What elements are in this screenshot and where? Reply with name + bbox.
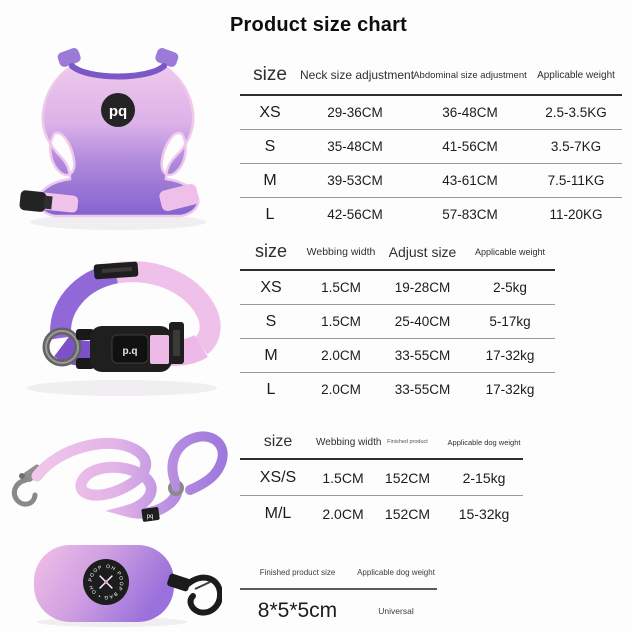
table-cell: 17-32kg [485, 348, 535, 363]
harness-right-strap [159, 183, 199, 211]
table-cell: 1.5CM [321, 280, 361, 295]
table-cell: 25-40CM [394, 314, 451, 329]
size-cell: XS/S [259, 468, 297, 486]
table-cell: 2.5-3.5KG [545, 105, 607, 120]
column-header-weight: Applicable weight [474, 246, 546, 257]
table-row: M 39-53CM 43-61CM 7.5-11KG [240, 164, 622, 198]
column-header-webbing: Webbing width [316, 436, 382, 448]
carabiner-clip-icon [167, 573, 222, 616]
table-row: XS 1.5CM 19-28CM 2-5kg [240, 271, 555, 305]
table-cell: 43-61CM [442, 173, 498, 188]
table-row: 8*5*5cm Universal [240, 590, 437, 632]
table-cell: 42-56CM [327, 207, 383, 222]
column-header-neck: Neck size adjustment [300, 68, 415, 82]
table-cell: 2.0CM [322, 505, 364, 522]
table-cell: 15-32kg [458, 505, 510, 522]
collar-size-table: size Webbing width Adjust size Applicabl… [240, 234, 555, 406]
column-header-finished-product: Finished product [387, 439, 428, 445]
leash-handle [167, 431, 228, 495]
table-row: L 2.0CM 33-55CM 17-32kg [240, 373, 555, 406]
leash-strap [31, 437, 183, 519]
size-cell: S [264, 137, 276, 155]
column-header-abdominal: Abdominal size adjustment [413, 69, 527, 81]
table-cell: 39-53CM [327, 173, 383, 188]
size-cell: L [266, 380, 276, 398]
size-cell: XS [259, 103, 281, 121]
table-cell: 8*5*5cm [257, 599, 338, 622]
table-cell: Universal [378, 606, 414, 616]
collar-image: p.q [27, 261, 221, 396]
table-cell: 17-32kg [485, 382, 535, 397]
column-header-size: size [263, 433, 293, 450]
table-cell: 7.5-11KG [547, 173, 605, 188]
harness-neck-trim [69, 63, 167, 80]
collar-buckle: p.q [76, 326, 172, 372]
harness-top-tab [57, 48, 81, 67]
table-cell: 1.5CM [322, 469, 364, 486]
harness-body [36, 64, 200, 218]
column-header-adjust: Adjust size [388, 243, 457, 260]
column-header-dog-weight: Applicable dog weight [447, 437, 521, 447]
column-header-size: size [253, 64, 287, 85]
table-cell: 152CM [384, 505, 431, 522]
size-cell: M/L [264, 504, 292, 522]
table-cell: 2.0CM [321, 348, 361, 363]
size-cell: L [265, 205, 275, 223]
brand-logo-icon [101, 93, 135, 127]
leash-size-table: size Webbing width Finished product Appl… [240, 426, 523, 531]
table-cell: 2.0CM [321, 382, 361, 397]
table-header-row: size Neck size adjustment Abdominal size… [240, 56, 622, 96]
column-header-dog-weight: Applicable dog weight [357, 567, 435, 577]
column-header-webbing: Webbing width [306, 245, 376, 258]
harness-image: pq [19, 48, 206, 230]
poop-bag-size-table: Finished product size Applicable dog wei… [240, 556, 437, 632]
leash-logo-tag: pq [141, 507, 160, 522]
table-row: M/L 2.0CM 152CM 15-32kg [240, 496, 523, 531]
table-cell: 57-83CM [442, 207, 498, 222]
table-row: L 42-56CM 57-83CM 11-20KG [240, 198, 622, 231]
harness-top-tab [155, 48, 179, 67]
table-cell: 41-56CM [442, 139, 498, 154]
poop-bag-holder-image: OH POOP BAG • OH POOP BAG • [22, 540, 222, 627]
table-cell: 35-48CM [327, 139, 383, 154]
column-header-finished-size: Finished product size [259, 567, 336, 577]
table-cell: 152CM [384, 469, 431, 486]
table-row: XS 29-36CM 36-48CM 2.5-3.5KG [240, 96, 622, 130]
table-cell: 2-15kg [462, 469, 506, 486]
harness-buckle [19, 190, 47, 212]
table-cell: 33-55CM [394, 382, 451, 397]
table-cell: 11-20KG [549, 207, 603, 222]
table-header-row: Finished product size Applicable dog wei… [240, 556, 437, 590]
table-cell: 19-28CM [394, 280, 451, 295]
table-cell: 36-48CM [442, 105, 498, 120]
size-cell: M [264, 346, 278, 364]
size-cell: S [265, 312, 277, 330]
leash-image: pq [11, 431, 228, 522]
brand-logo-text: pq [109, 103, 127, 120]
brand-logo-text: pq [147, 514, 154, 520]
table-cell: 2-5kg [493, 280, 527, 295]
table-cell: 3.5-7KG [550, 139, 602, 154]
table-row: S 1.5CM 25-40CM 5-17kg [240, 305, 555, 339]
table-cell: 5-17kg [489, 314, 531, 329]
table-cell: 29-36CM [327, 105, 383, 120]
size-cell: M [263, 171, 277, 189]
table-row: S 35-48CM 41-56CM 3.5-7KG [240, 130, 622, 164]
table-row: XS/S 1.5CM 152CM 2-15kg [240, 460, 523, 496]
table-row: M 2.0CM 33-55CM 17-32kg [240, 339, 555, 373]
table-cell: 1.5CM [321, 314, 361, 329]
column-header-weight: Applicable weight [537, 69, 615, 81]
page-title: Product size chart [230, 14, 407, 36]
table-header-row: size Webbing width Finished product Appl… [240, 426, 523, 460]
brand-logo-text: p.q [123, 346, 138, 357]
size-cell: XS [260, 278, 282, 296]
table-header-row: size Webbing width Adjust size Applicabl… [240, 234, 555, 271]
table-cell: 33-55CM [394, 348, 451, 363]
column-header-size: size [254, 241, 287, 261]
harness-size-table: size Neck size adjustment Abdominal size… [240, 56, 622, 231]
